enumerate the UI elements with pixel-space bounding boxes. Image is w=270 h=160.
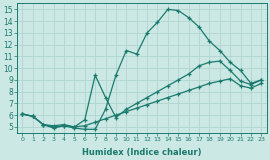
X-axis label: Humidex (Indice chaleur): Humidex (Indice chaleur): [82, 148, 202, 156]
